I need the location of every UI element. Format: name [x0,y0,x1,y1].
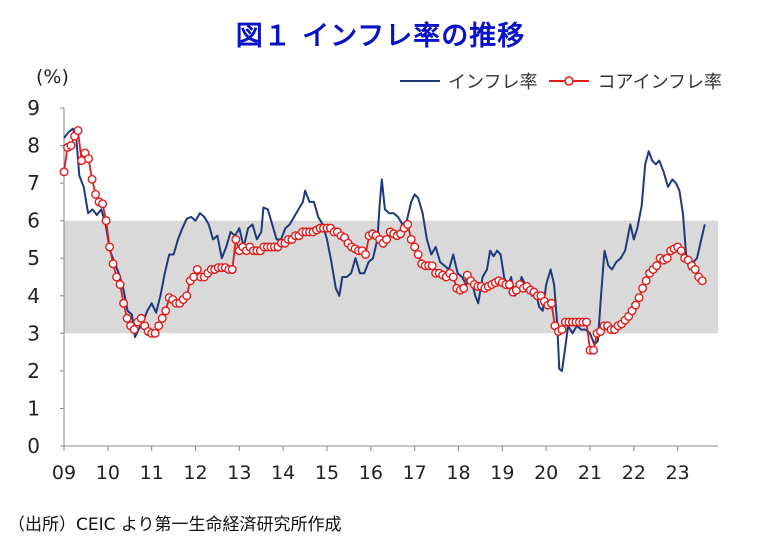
legend-item-inflation: インフレ率 [398,68,537,94]
series-point-1 [108,259,118,269]
series-point-1 [697,276,707,286]
series-point-1 [652,261,662,271]
series-point-1 [641,276,651,286]
y-tick-label: 7 [27,171,40,195]
y-axis-unit-label: (%) [36,66,69,88]
y-tick-label: 6 [27,209,40,233]
y-tick-label: 2 [27,359,40,383]
source-note: （出所）CEIC より第一生命経済研究所作成 [8,515,342,535]
legend-line-marker-icon [549,76,590,86]
series-point-1 [150,328,160,338]
series-point-1 [73,126,83,136]
y-tick-label: 8 [27,134,40,158]
series-point-1 [129,325,139,335]
x-tick-label: 17 [403,462,427,484]
legend-item-core-inflation: コアインフレ率 [547,68,722,94]
y-tick-label: 3 [27,321,40,345]
series-point-1 [504,280,514,290]
series-point-1 [87,174,97,184]
series-point-1 [231,234,241,244]
x-tick-label: 11 [140,462,164,484]
x-tick-label: 16 [359,462,383,484]
series-point-1 [546,298,556,308]
x-tick-label: 23 [666,462,690,484]
series-point-1 [427,261,437,271]
series-point-1 [410,242,420,252]
series-point-1 [448,272,458,282]
x-tick-label: 12 [183,462,207,484]
y-tick-label: 1 [27,396,40,420]
series-point-1 [631,300,641,310]
series-point-1 [66,141,76,151]
series-point-1 [182,291,192,301]
series-point-1 [227,264,237,274]
series-line-0 [63,127,706,372]
series-point-1 [403,219,413,229]
x-tick-label: 18 [446,462,470,484]
series-point-1 [406,234,416,244]
series-point-1 [161,306,171,316]
legend-line-icon [400,80,440,82]
y-tick-label: 4 [27,284,40,308]
series-point-1 [589,345,599,355]
series-point-1 [662,253,672,263]
series-point-1 [459,283,469,293]
series-point-1 [105,242,115,252]
series-point-1 [112,272,122,282]
series-point-1 [557,325,567,335]
y-tick-label: 0 [27,434,40,458]
series-point-1 [101,216,111,226]
x-tick-label: 15 [315,462,339,484]
series-point-1 [59,167,69,177]
series-point-1 [581,317,591,327]
series-point-1 [84,154,94,164]
series-point-1 [115,280,125,290]
series-point-1 [413,249,423,259]
series-point-1 [382,234,392,244]
series-point-1 [676,246,686,256]
series-point-1 [638,283,648,293]
x-tick-label: 13 [227,462,251,484]
legend-label-inflation: インフレ率 [448,72,538,93]
series-point-1 [192,264,202,274]
series-point-1 [122,313,132,323]
x-tick-label: 14 [271,462,295,484]
series-point-1 [690,264,700,274]
x-tick-label: 10 [96,462,120,484]
legend-label-core-inflation: コアインフレ率 [597,72,723,93]
chart-title: 図１ インフレ率の推移 [235,21,526,52]
x-tick-label: 20 [534,462,558,484]
y-tick-label: 9 [27,96,40,120]
series-point-1 [157,313,167,323]
chart-legend: インフレ率 コアインフレ率 [398,68,732,94]
series-point-1 [136,313,146,323]
series-point-1 [154,321,164,331]
series-point-1 [91,189,101,199]
x-tick-label: 21 [578,462,602,484]
x-tick-label: 19 [490,462,514,484]
series-point-1 [361,249,371,259]
y-tick-label: 5 [27,246,40,270]
series-point-1 [119,298,129,308]
series-point-1 [98,199,108,209]
x-tick-label: 22 [622,462,646,484]
x-tick-label: 09 [52,462,76,484]
series-point-1 [634,293,644,303]
